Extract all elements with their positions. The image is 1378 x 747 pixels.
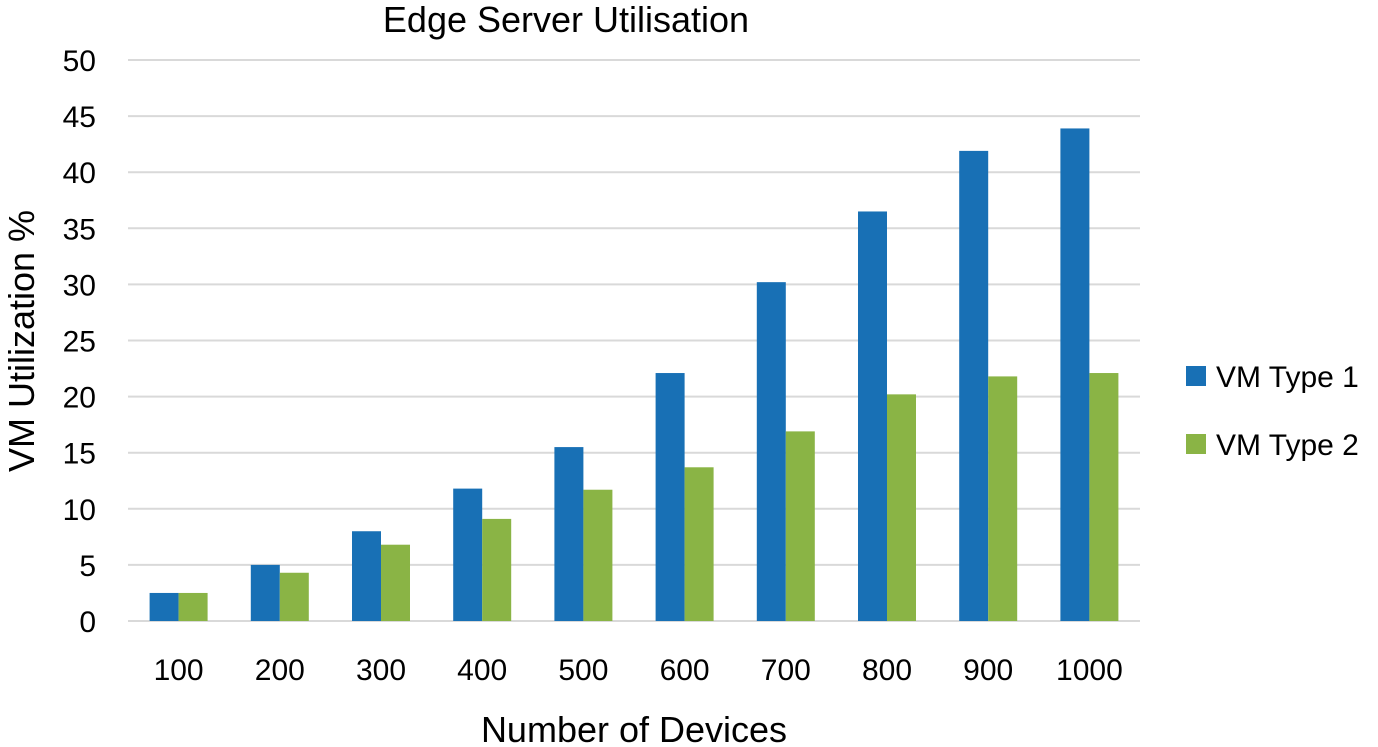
y-tick-label: 25 <box>63 326 96 359</box>
y-tick-label: 50 <box>63 45 96 78</box>
bar-vm-type-1 <box>1060 128 1090 621</box>
bar-vm-type-2 <box>381 544 410 621</box>
x-tick-label: 600 <box>660 654 710 687</box>
y-tick-label: 0 <box>79 606 96 639</box>
legend: VM Type 1 VM Type 2 <box>1186 361 1359 462</box>
bar-vm-type-2 <box>1089 373 1119 621</box>
x-tick-label: 900 <box>963 654 1013 687</box>
bar-vm-type-1 <box>858 211 887 621</box>
bar-vm-type-2 <box>887 394 916 621</box>
x-tick-label: 500 <box>558 654 608 687</box>
bar-vm-type-2 <box>178 592 208 621</box>
x-tick-label: 300 <box>356 654 406 687</box>
x-tick-label: 100 <box>154 654 204 687</box>
x-tick-label: 200 <box>255 654 305 687</box>
x-tick-labels: 100 200 300 400 500 600 700 800 900 1000 <box>154 654 1123 687</box>
y-tick-label: 40 <box>63 157 96 190</box>
bar-vm-type-2 <box>785 431 815 621</box>
chart-title: Edge Server Utilisation <box>383 0 749 40</box>
bar-vm-type-1 <box>756 282 786 621</box>
bar-vm-type-2 <box>482 518 512 621</box>
y-axis-label: VM Utilization % <box>1 210 42 472</box>
bars <box>149 128 1119 621</box>
y-tick-label: 45 <box>63 101 96 134</box>
x-tick-label: 400 <box>457 654 507 687</box>
bar-vm-type-1 <box>959 150 989 621</box>
x-tick-label: 800 <box>862 654 912 687</box>
bar-vm-type-2 <box>684 467 714 621</box>
bar-vm-type-1 <box>149 592 179 621</box>
y-tick-label: 30 <box>63 269 96 302</box>
legend-swatch-vm-type-2 <box>1186 434 1206 454</box>
y-tick-label: 20 <box>63 382 96 415</box>
y-tick-label: 35 <box>63 213 96 246</box>
y-tick-label: 15 <box>63 438 96 471</box>
legend-label-vm-type-1: VM Type 1 <box>1216 361 1359 394</box>
bar-vm-type-2 <box>279 572 309 621</box>
gridlines <box>128 59 1140 622</box>
bar-vm-type-1 <box>250 564 280 621</box>
legend-label-vm-type-2: VM Type 2 <box>1216 429 1359 462</box>
legend-swatch-vm-type-1 <box>1186 366 1206 386</box>
bar-vm-type-1 <box>352 531 381 621</box>
bar-vm-type-2 <box>583 489 613 621</box>
bar-vm-type-1 <box>453 488 483 621</box>
x-tick-label: 700 <box>761 654 811 687</box>
y-tick-label: 5 <box>79 550 96 583</box>
y-tick-labels: 0 5 10 15 20 25 30 35 40 45 50 <box>63 45 96 639</box>
x-tick-label: 1000 <box>1056 654 1123 687</box>
bar-vm-type-1 <box>554 447 584 621</box>
bar-vm-type-2 <box>988 376 1018 621</box>
y-tick-label: 10 <box>63 494 96 527</box>
x-axis-label: Number of Devices <box>481 709 787 747</box>
bar-vm-type-1 <box>655 373 685 621</box>
